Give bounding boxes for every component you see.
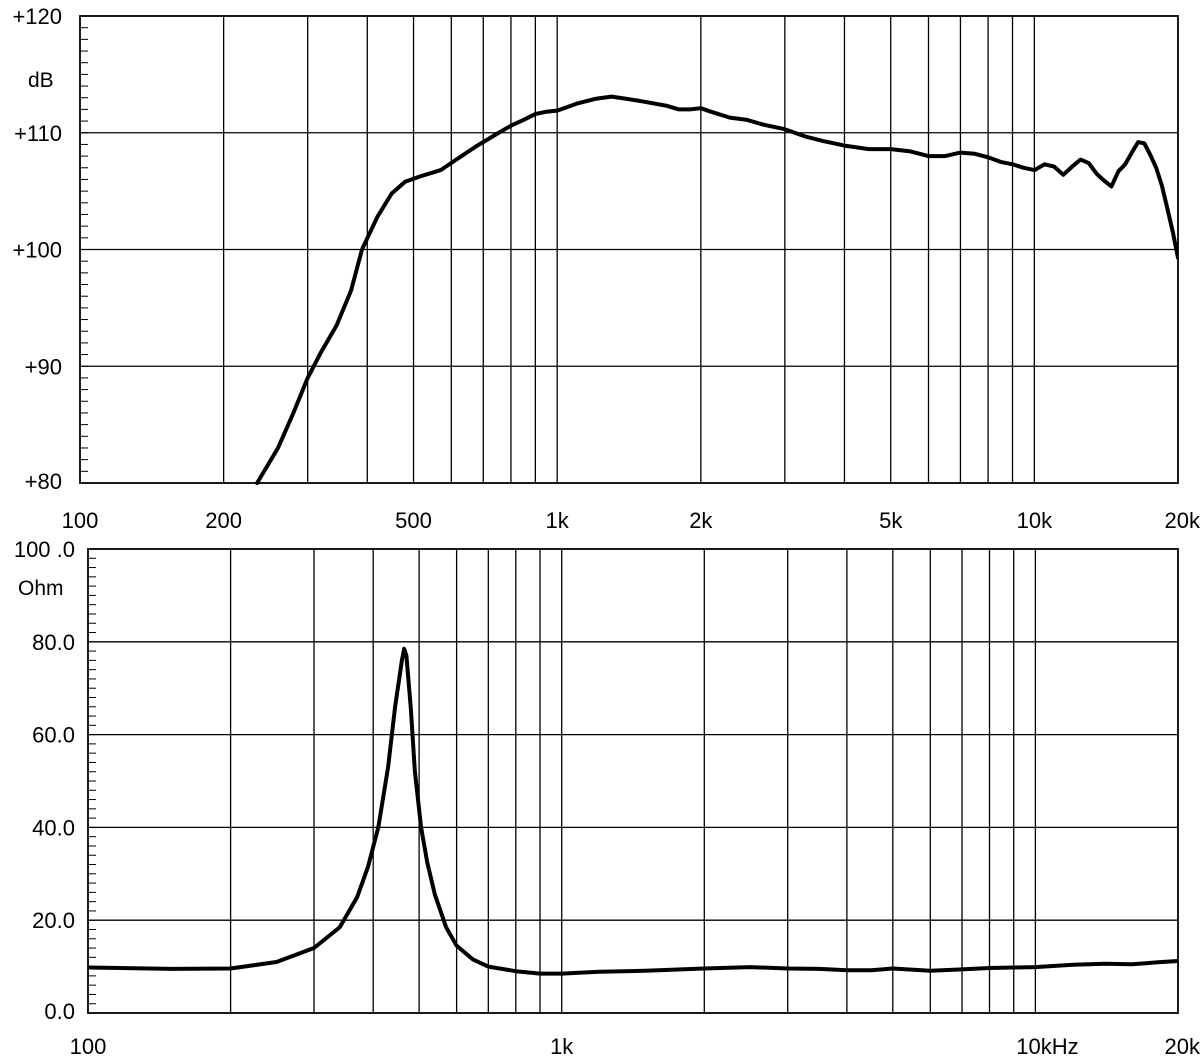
spl-x-tick-label: 2k [689, 508, 713, 533]
impedance-y-unit-label: Ohm [18, 577, 64, 600]
impedance-chart: 0.0 20.0 40.0 60.0 80.0 100 .0 100 1k 10kHz 20k [14, 537, 1201, 1059]
impedance-y-tick-label: 0.0 [44, 999, 75, 1024]
impedance-y-tick-label: 80.0 [32, 630, 75, 655]
spl-curve [255, 94, 1178, 485]
spl-x-tick-label: 200 [205, 508, 242, 533]
spl-chart: +80 +90 +100 +110 +120 100 200 500 1k 2k 5k 10k 20k [12, 4, 1201, 533]
spl-x-tick-label: 1k [546, 508, 570, 533]
impedance-x-tick-label: 1k [550, 1034, 574, 1059]
spl-y-tick-label: +90 [25, 354, 62, 379]
impedance-x-tick-label: 10kHz [1016, 1034, 1078, 1059]
spl-x-tick-label: 10k [1017, 508, 1053, 533]
impedance-y-tick-label: 60.0 [32, 723, 75, 748]
impedance-y-tick-label: 20.0 [32, 908, 75, 933]
spl-x-tick-label: 5k [879, 508, 903, 533]
spl-y-tick-label: +110 [14, 121, 62, 146]
impedance-y-tick-label: 40.0 [32, 815, 75, 840]
impedance-curve [88, 646, 1178, 976]
spl-x-tick-label: 20k [1165, 508, 1201, 533]
impedance-y-tick-label: 100 .0 [14, 537, 75, 562]
spl-y-tick-label: +80 [25, 469, 62, 494]
impedance-x-tick-label: 100 [70, 1034, 107, 1059]
impedance-x-tick-label: 20k [1165, 1034, 1201, 1059]
spl-x-tick-label: 500 [395, 508, 432, 533]
spl-y-tick-label: +120 [12, 4, 62, 29]
spl-x-tick-label: 100 [62, 508, 99, 533]
spl-y-tick-label: +100 [12, 238, 62, 263]
spl-y-unit-label: dB [28, 69, 54, 92]
impedance-plot-frame [87, 548, 1179, 1014]
